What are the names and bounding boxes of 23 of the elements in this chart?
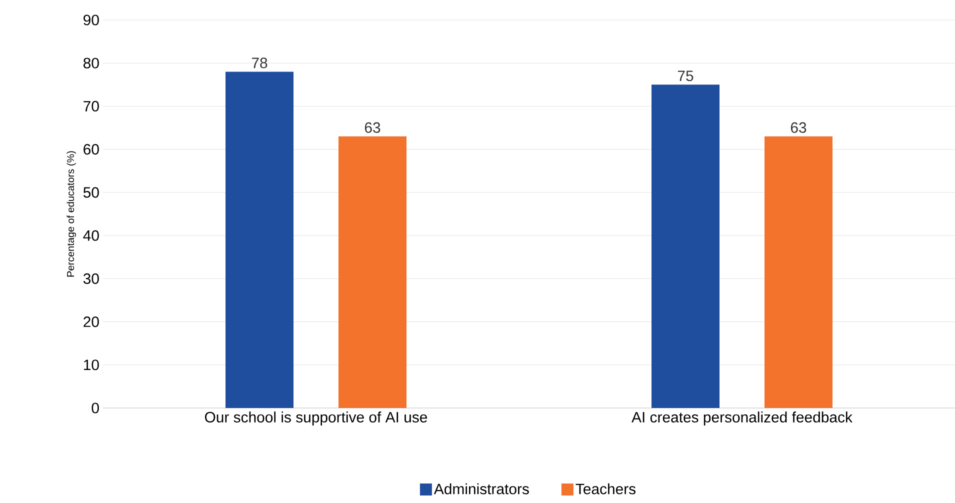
y-tick-label: 50 (83, 187, 99, 198)
bar (338, 136, 407, 408)
y-tick-label: 70 (84, 100, 99, 112)
data-label: 75 (678, 70, 694, 82)
y-tick-label: 60 (84, 144, 99, 155)
y-tick-label: 0 (92, 402, 99, 414)
y-tick-label: 20 (84, 316, 99, 328)
y-tick-label: 80 (84, 58, 99, 68)
bar (652, 84, 720, 408)
y-tick-label: 30 (83, 273, 99, 284)
data-label: 63 (364, 122, 380, 133)
bar (226, 72, 294, 408)
x-tick-label: Our school is supportive of AI use (204, 412, 428, 426)
data-label: 63 (790, 122, 806, 133)
y-tick-label: 10 (84, 360, 99, 370)
legend-label: Administrators (434, 483, 529, 494)
y-axis-title: Percentage of educators (%) (66, 151, 76, 277)
legend-label: Teachers (576, 483, 636, 494)
bar (764, 136, 833, 408)
x-tick-label: AI creates personalized feedback (632, 412, 852, 426)
y-tick-label: 90 (84, 14, 99, 26)
y-tick-label: 40 (83, 230, 99, 241)
data-label: 78 (252, 58, 268, 68)
